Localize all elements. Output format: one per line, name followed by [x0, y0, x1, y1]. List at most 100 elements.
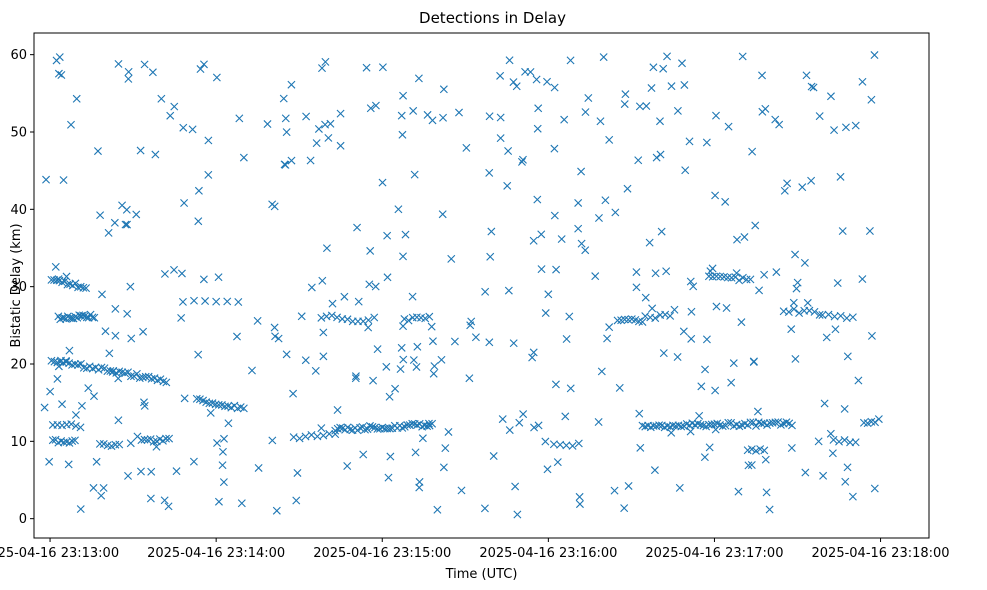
data-point-marker [234, 298, 243, 307]
data-point-marker [620, 315, 629, 324]
data-point-marker [798, 183, 807, 192]
data-point-marker [848, 492, 857, 501]
data-point-marker [496, 113, 505, 122]
data-point-marker [471, 333, 480, 342]
data-point-marker [223, 297, 232, 306]
data-point-marker [584, 94, 593, 103]
data-point-marker [343, 315, 352, 324]
data-point-marker [605, 135, 614, 144]
data-point-marker [71, 410, 80, 419]
data-point-marker [371, 101, 380, 110]
data-point-marker [760, 446, 769, 455]
data-point-marker [685, 137, 694, 146]
data-point-marker [62, 272, 71, 281]
data-point-marker [635, 102, 644, 111]
data-point-marker [289, 389, 298, 398]
data-point-marker [462, 143, 471, 152]
data-point-marker [353, 223, 362, 232]
data-point-marker [761, 104, 770, 113]
data-point-marker [378, 178, 387, 187]
data-point-marker [574, 439, 583, 448]
data-point-marker [189, 457, 198, 466]
data-point-marker [147, 374, 156, 383]
data-point-marker [787, 325, 796, 334]
data-point-marker [751, 422, 760, 431]
data-point-marker [60, 277, 69, 286]
data-point-marker [78, 311, 87, 320]
data-point-marker [556, 440, 565, 449]
data-point-marker [744, 461, 753, 470]
data-point-marker [489, 452, 498, 461]
data-point-marker [504, 286, 513, 295]
data-point-marker [199, 60, 208, 69]
data-point-marker [848, 313, 857, 322]
data-point-marker [152, 442, 161, 451]
data-point-marker [399, 322, 408, 331]
data-point-marker [789, 305, 798, 314]
data-point-marker [680, 80, 689, 89]
data-point-marker [97, 491, 106, 500]
data-point-marker [818, 310, 827, 319]
data-point-marker [99, 483, 108, 492]
data-point-marker [519, 410, 528, 419]
y-tick-label: 30 [10, 280, 27, 295]
data-point-marker [218, 447, 227, 456]
data-point-marker [496, 134, 505, 143]
data-point-marker [272, 506, 281, 515]
data-point-marker [177, 269, 186, 278]
data-point-marker [76, 423, 85, 432]
data-point-marker [110, 218, 119, 227]
data-point-marker [318, 276, 327, 285]
data-point-marker [319, 328, 328, 337]
data-point-marker [325, 429, 334, 438]
data-point-marker [370, 423, 379, 432]
data-point-marker [57, 70, 66, 79]
data-point-marker [466, 321, 475, 330]
data-point-marker [421, 314, 430, 323]
data-point-marker [79, 283, 88, 292]
data-point-marker [623, 184, 632, 193]
data-point-marker [368, 422, 377, 431]
data-point-marker [635, 409, 644, 418]
x-tick-label: 2025-04-16 23:13:00 [0, 546, 119, 561]
data-point-marker [121, 369, 130, 378]
data-point-marker [143, 435, 152, 444]
data-point-marker [696, 420, 705, 429]
data-point-marker [805, 306, 814, 315]
data-point-marker [659, 64, 668, 73]
y-tick-label: 40 [10, 203, 27, 218]
data-point-marker [758, 71, 767, 80]
data-point-marker [136, 467, 145, 476]
data-point-marker [179, 123, 188, 132]
data-point-marker [513, 510, 522, 519]
data-point-marker [82, 284, 91, 293]
data-point-marker [104, 228, 113, 237]
data-point-marker [663, 52, 672, 61]
data-point-marker [723, 273, 732, 282]
data-point-marker [851, 438, 860, 447]
data-point-marker [529, 348, 538, 357]
data-point-marker [528, 353, 537, 362]
data-point-marker [65, 346, 74, 355]
data-point-marker [400, 314, 409, 323]
data-point-marker [505, 56, 514, 65]
x-axis-label: Time (UTC) [445, 567, 518, 582]
data-point-marker [424, 419, 433, 428]
data-markers [40, 51, 883, 519]
data-point-marker [651, 314, 660, 323]
data-point-marker [601, 196, 610, 205]
data-point-marker [858, 275, 867, 284]
data-point-marker [214, 400, 223, 409]
data-point-marker [289, 433, 298, 442]
data-point-marker [543, 77, 552, 86]
data-point-marker [124, 67, 133, 76]
data-point-marker [751, 221, 760, 230]
data-point-marker [194, 350, 203, 359]
data-point-marker [815, 310, 824, 319]
data-point-marker [77, 311, 86, 320]
data-point-marker [54, 275, 63, 284]
data-point-marker [405, 421, 414, 430]
data-point-marker [385, 392, 394, 401]
data-point-marker [418, 434, 427, 443]
